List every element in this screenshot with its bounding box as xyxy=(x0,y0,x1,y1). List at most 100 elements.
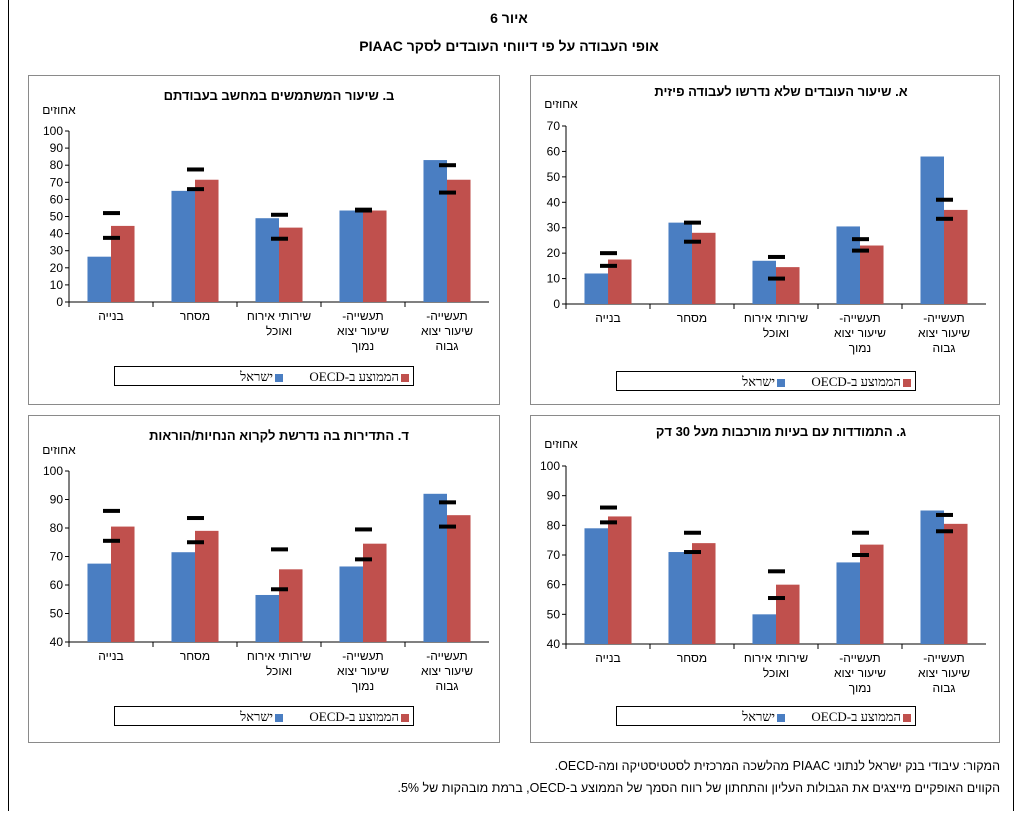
y-tick-label: 100 xyxy=(43,124,63,138)
bar-israel xyxy=(752,260,776,304)
legend-swatch-oecd xyxy=(401,374,409,383)
chart-title: ג. התמודדות עם בעיות מורכבות מעל 30 דק xyxy=(656,424,906,439)
ci-upper-marker xyxy=(600,251,617,256)
chart-title: א. שיעור העובדים שלא נדרשו לעבודה פיזית xyxy=(654,84,907,99)
x-category-label: מסחר xyxy=(180,649,210,663)
ci-upper-marker xyxy=(271,212,288,217)
ci-upper-marker xyxy=(439,500,456,505)
legend-label-israel: ישראל xyxy=(240,369,273,384)
x-category-label: תעשייה- xyxy=(923,651,964,665)
x-category-label: נמוך xyxy=(352,679,374,693)
bar-oecd xyxy=(860,544,884,644)
x-category-label: ואוכל xyxy=(763,326,789,340)
legend-swatch-israel xyxy=(777,714,785,723)
chart-c-svg: ג. התמודדות עם בעיות מורכבות מעל 30 דק אח… xyxy=(540,424,986,695)
legend-label-oecd: הממוצע ב-OECD xyxy=(309,369,399,384)
bar-oecd xyxy=(608,516,632,644)
bar-oecd xyxy=(944,523,968,644)
x-category-label: נמוך xyxy=(849,681,871,695)
y-axis-label: אחוזים xyxy=(42,443,76,457)
bar-israel xyxy=(584,273,608,304)
bar-oecd xyxy=(111,225,135,302)
y-tick-label: 80 xyxy=(547,518,561,532)
legend-swatch-israel xyxy=(275,374,283,383)
y-tick-label: 70 xyxy=(50,550,64,564)
y-tick-label: 90 xyxy=(50,141,64,155)
x-category-label: תעשייה- xyxy=(342,649,383,663)
ci-lower-marker xyxy=(768,276,785,281)
figure-frame xyxy=(8,0,1014,811)
x-category-label: שיעור יצוא xyxy=(421,664,473,678)
ci-lower-marker xyxy=(187,187,204,192)
ci-lower-marker xyxy=(187,540,204,545)
ci-upper-marker xyxy=(600,505,617,510)
ci-lower-marker xyxy=(852,553,869,557)
y-tick-label: 60 xyxy=(50,192,64,206)
bar-israel xyxy=(255,218,279,302)
x-category-label: תעשייה- xyxy=(426,309,467,323)
ci-upper-marker xyxy=(852,530,869,535)
x-category-label: ואוכל xyxy=(763,666,789,680)
x-category-label: בנייה xyxy=(98,309,123,323)
ci-upper-marker xyxy=(852,237,869,242)
ci-upper-marker xyxy=(768,569,785,574)
bar-oecd xyxy=(111,526,135,642)
x-category-label: שירותי אירוח xyxy=(744,651,808,665)
bar-israel xyxy=(920,156,944,304)
legend-swatch-israel xyxy=(275,714,283,723)
y-tick-label: 90 xyxy=(547,489,561,503)
y-tick-label: 80 xyxy=(50,158,64,172)
bar-oecd xyxy=(195,530,219,642)
bar-israel xyxy=(836,226,860,304)
chart-b-svg: ב. שיעור המשתמשים במחשב בעבודתם אחוזים 0 10… xyxy=(42,88,489,353)
ci-lower-marker xyxy=(768,596,785,601)
y-tick-label: 0 xyxy=(56,295,63,309)
bar-israel xyxy=(87,256,111,302)
x-category-label: גבוה xyxy=(933,681,956,695)
figure-title: אופי העבודה על פי דיווחי העובדים לסקר PI… xyxy=(359,38,659,54)
x-category-label: שירותי אירוח xyxy=(744,311,808,325)
ci-lower-marker xyxy=(684,239,701,244)
y-tick-label: 30 xyxy=(50,244,64,258)
bar-israel xyxy=(584,528,608,644)
y-axis-label: אחוזים xyxy=(544,437,578,451)
ci-lower-marker xyxy=(439,524,456,529)
ci-lower-marker xyxy=(271,587,288,592)
bar-oecd xyxy=(692,543,716,644)
legend-israel: ישראל xyxy=(240,369,283,385)
x-category-label: בנייה xyxy=(98,649,123,663)
bar-oecd xyxy=(447,179,471,302)
bar-oecd xyxy=(447,515,471,642)
y-tick-label: 10 xyxy=(547,272,561,286)
bar-israel xyxy=(171,552,195,642)
legend-israel: ישראל xyxy=(240,709,283,725)
legend-oecd: הממוצע ב-OECD xyxy=(309,369,409,385)
chart-a-legend: ישראל הממוצע ב-OECD xyxy=(616,371,916,391)
ci-lower-marker xyxy=(600,263,617,268)
ci-upper-marker xyxy=(187,167,204,172)
legend-label-oecd: הממוצע ב-OECD xyxy=(811,709,901,724)
x-category-label: שיעור יצוא xyxy=(834,326,886,340)
y-tick-label: 40 xyxy=(50,227,64,241)
x-category-label: שיעור יצוא xyxy=(834,666,886,680)
ci-lower-marker xyxy=(355,208,372,213)
legend-israel: ישראל xyxy=(742,374,785,390)
ci-lower-marker xyxy=(103,235,120,240)
chart-a-svg: א. שיעור העובדים שלא נדרשו לעבודה פיזית א… xyxy=(544,84,986,355)
legend-label-oecd: הממוצע ב-OECD xyxy=(309,709,399,724)
ci-lower-marker xyxy=(600,520,617,525)
bar-oecd xyxy=(608,259,632,304)
y-tick-label: 50 xyxy=(547,170,561,184)
x-category-label: גבוה xyxy=(436,679,459,693)
legend-label-oecd: הממוצע ב-OECD xyxy=(811,374,901,389)
x-category-label: מסחר xyxy=(180,309,210,323)
ci-upper-marker xyxy=(439,163,456,168)
x-category-label: תעשייה- xyxy=(923,311,964,325)
bar-israel xyxy=(339,566,363,642)
bar-israel xyxy=(255,594,279,642)
legend-label-israel: ישראל xyxy=(240,709,273,724)
ci-upper-marker xyxy=(271,547,288,552)
ci-upper-marker xyxy=(103,211,120,216)
y-tick-label: 20 xyxy=(50,261,64,275)
bar-oecd xyxy=(279,227,303,302)
